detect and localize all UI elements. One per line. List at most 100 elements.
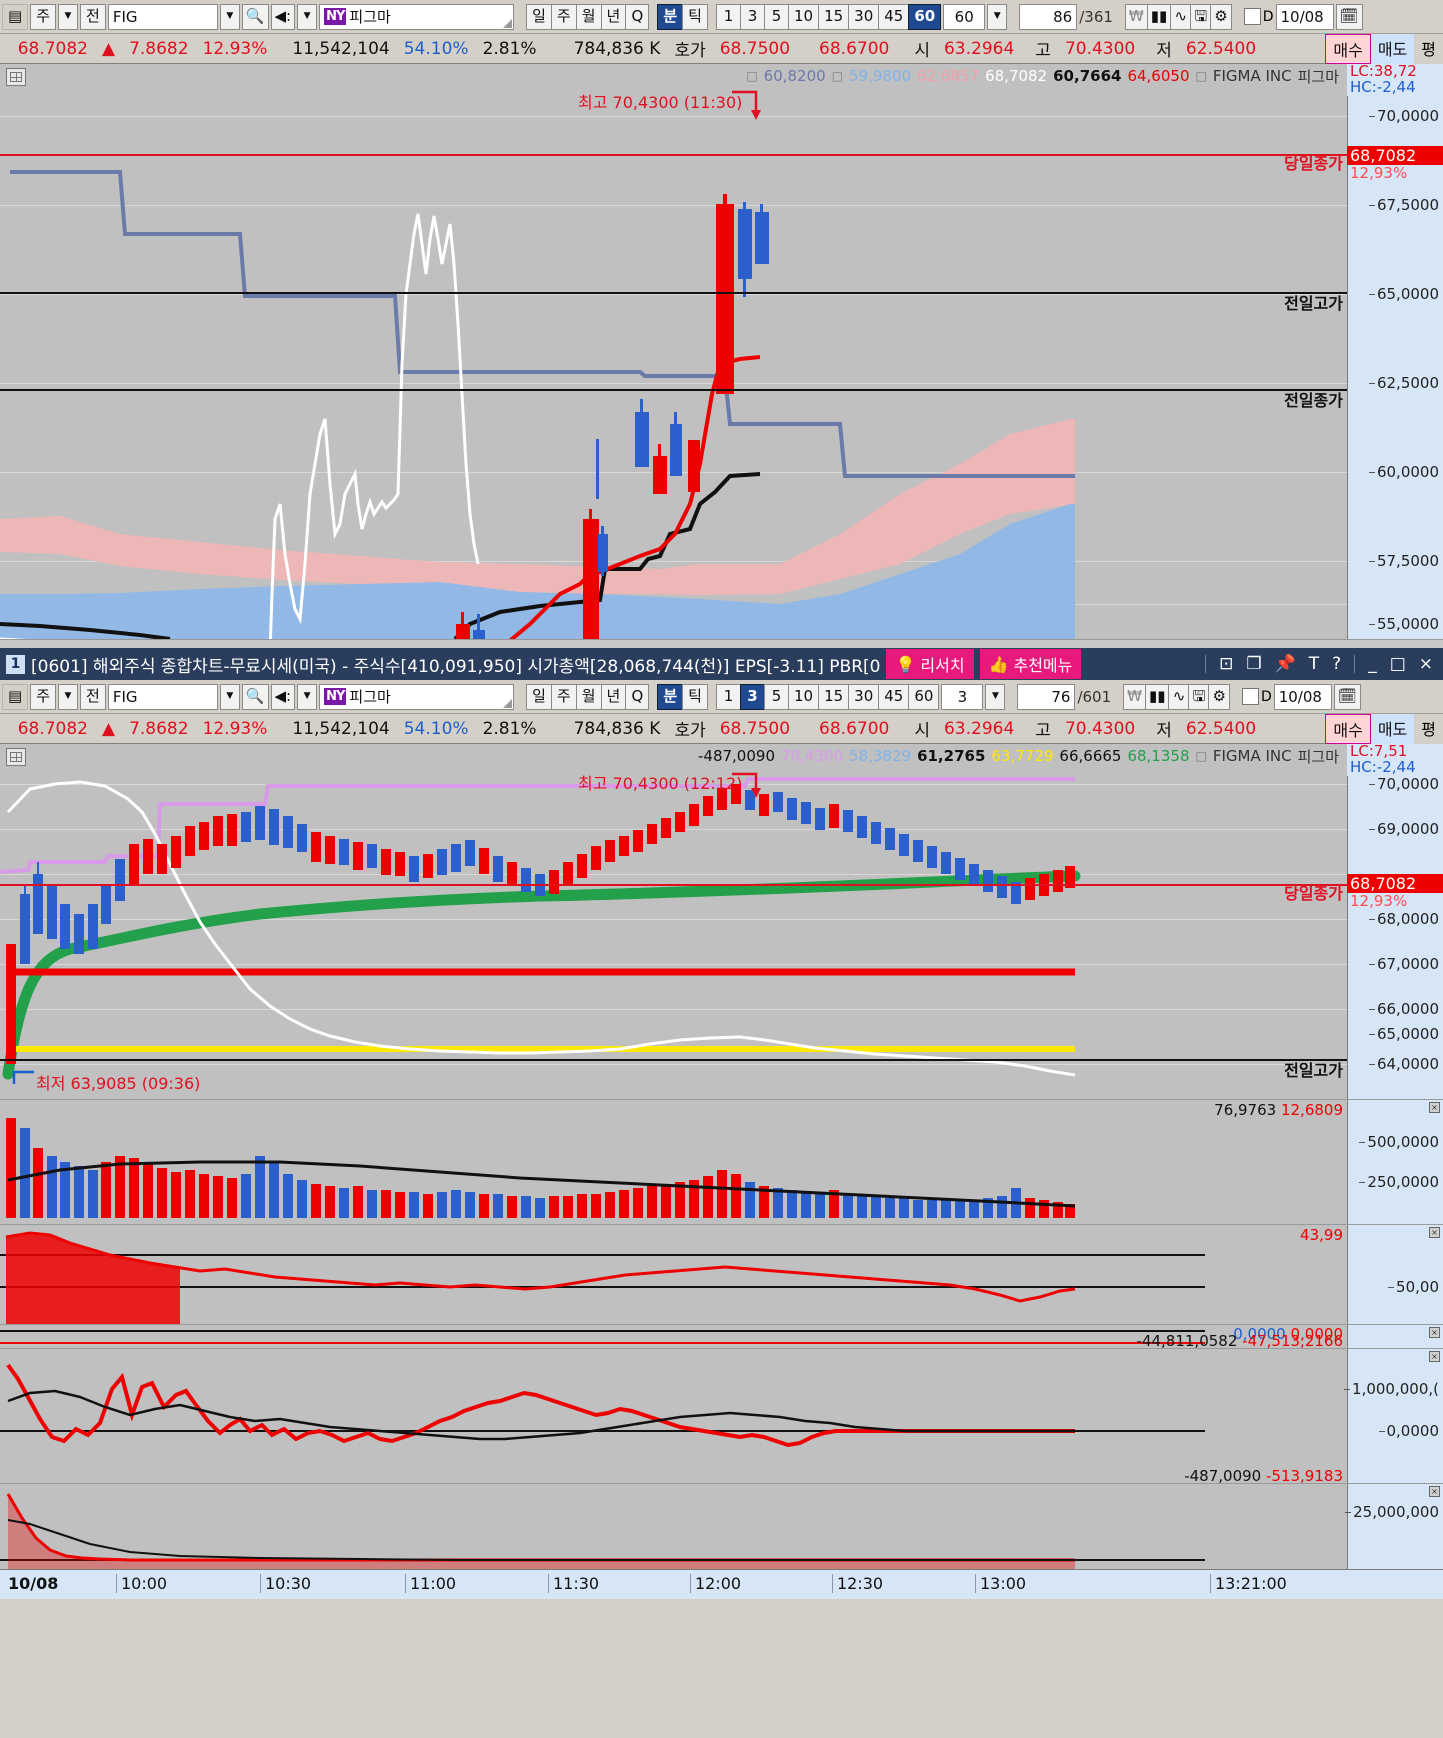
chart-grid-toggle-bottom[interactable] [6,748,26,766]
period-tick-2[interactable]: 틱 [682,683,708,710]
sell-button[interactable]: 매도 [1370,33,1415,64]
gear-icon-2[interactable]: ⚙ [1208,683,1230,710]
bar-count-input[interactable]: 86 [1019,3,1078,30]
won-icon-2[interactable]: ₩ [1123,683,1145,710]
interval-10[interactable]: 10 [787,3,819,30]
market-dropdown-icon-2[interactable]: ▼ [58,683,78,710]
period-quarter-2[interactable]: Q [625,683,650,710]
pin-icon[interactable]: 📌 [1274,654,1296,674]
rsi-close-icon[interactable]: × [1429,1227,1440,1238]
subpanel-obv[interactable]: -487,0090 -513,9183 × 25,000,000 [0,1467,1443,1570]
candle-icon-2[interactable]: ▮▮ [1144,683,1169,710]
obv-close-icon[interactable]: × [1429,1486,1440,1497]
gear-icon[interactable]: ⚙ [1210,3,1232,30]
interval-60[interactable]: 60 [908,3,942,30]
code-input[interactable]: FIG [107,3,218,30]
flat-button[interactable]: 평 [1414,33,1443,64]
research-button[interactable]: 💡 리서치 [886,649,974,679]
hscrollbar-top[interactable] [0,639,1443,648]
volume-close-icon[interactable]: × [1429,1102,1440,1113]
chart-top[interactable]: 당일종가 전일고가 전일종가 최고 70,4300 (11:30) □ 60,82… [0,64,1443,639]
flat-button-2[interactable]: 평 [1414,713,1443,744]
interval-30-2[interactable]: 30 [848,683,879,710]
subpanel-macd[interactable]: -44,811,0582 -47,513,2166 × 1,000,000,( … [0,1332,1443,1483]
interval-value-input-2[interactable]: 3 [941,683,984,710]
thin-close-icon[interactable]: × [1429,1327,1440,1338]
indicator-icon-2[interactable]: ∿ [1168,683,1189,710]
date-input-2[interactable]: 10/08 [1273,683,1332,710]
period-day[interactable]: 일 [526,3,551,30]
interval-1[interactable]: 1 [715,3,740,30]
interval-3-2[interactable]: 3 [739,683,764,710]
interval-45[interactable]: 45 [878,3,909,30]
chart-bottom-plot[interactable]: 당일종가 전일고가 최고 70,4300 (12:12) 최저 63,9085 … [0,744,1443,1099]
split-icon[interactable]: ⊡ [1219,654,1234,674]
panel-icon[interactable]: ▤ [2,3,29,30]
speaker-dropdown-icon[interactable]: ▼ [297,3,318,30]
subpanel-volume[interactable]: 76,9763 12,6809 × 500,0000 250,0000 [0,1099,1443,1224]
y-axis-bottom[interactable]: LC:7,51 HC:-2,44 70,0000 69,0000 68,0000… [1347,744,1443,1099]
period-minute-2[interactable]: 분 [657,683,683,710]
period-quarter[interactable]: Q [625,3,650,30]
search-icon[interactable]: 🔍 [241,3,269,30]
interval-5[interactable]: 5 [763,3,788,30]
chart-grid-toggle-top[interactable] [6,68,26,86]
cascade-icon[interactable]: ❐ [1246,654,1262,674]
d-checkbox-2[interactable] [1241,688,1259,705]
window-titlebar[interactable]: 1 [0601] 해외주식 종합차트-무료시세(미국) - 주식수[410,09… [0,648,1443,680]
interval-group-bottom[interactable]: 1 3 5 10 15 30 45 60 [715,683,940,710]
won-icon[interactable]: ₩ [1124,3,1147,30]
period-group[interactable]: 일 주 월 년 Q [526,3,650,30]
indicator-icon[interactable]: ∿ [1170,3,1191,30]
period-day-2[interactable]: 일 [526,683,551,710]
interval-10-2[interactable]: 10 [787,683,819,710]
minimize-button[interactable]: _ [1368,654,1377,674]
interval-value-input[interactable]: 60 [943,3,986,30]
interval-dropdown-icon-2[interactable]: ▼ [985,683,1006,710]
interval-15[interactable]: 15 [818,3,849,30]
chart-top-plot[interactable]: 당일종가 전일고가 전일종가 최고 70,4300 (11:30) □ 60,82… [0,64,1443,639]
market-dropdown-icon[interactable]: ▼ [58,3,78,30]
save-icon-2[interactable]: 🖫 [1188,683,1209,710]
period-week[interactable]: 주 [550,3,576,30]
date-input[interactable]: 10/08 [1275,3,1334,30]
calendar-icon[interactable]: 🗓 [1335,3,1363,30]
search-icon-2[interactable]: 🔍 [241,683,269,710]
text-icon[interactable]: T [1308,654,1320,674]
period-minute[interactable]: 분 [657,3,683,30]
candle-icon[interactable]: ▮▮ [1146,3,1171,30]
interval-45-2[interactable]: 45 [878,683,909,710]
interval-3[interactable]: 3 [739,3,764,30]
recommend-menu-button[interactable]: 👍 추천메뉴 [979,649,1082,679]
toolbar-top[interactable]: ▤ 주 ▼ 전 FIG ▼ 🔍 ◀: ▼ NY 피그마 일 주 월 년 Q 분 … [0,0,1443,34]
buy-button-2[interactable]: 매수 [1325,713,1371,744]
stock-name-input-2[interactable]: NY 피그마 [319,683,515,710]
save-icon[interactable]: 🖫 [1190,3,1211,30]
period-year-2[interactable]: 년 [600,683,626,710]
interval-dropdown-icon[interactable]: ▼ [987,3,1008,30]
time-axis[interactable]: 10/08 10:00 10:30 11:00 11:30 12:00 12:3… [0,1569,1443,1599]
code-input-2[interactable]: FIG [107,683,218,710]
period-year[interactable]: 년 [600,3,626,30]
period-month[interactable]: 월 [575,3,601,30]
interval-15-2[interactable]: 15 [818,683,849,710]
chart-bottom[interactable]: 당일종가 전일고가 최고 70,4300 (12:12) 최저 63,9085 … [0,744,1443,1099]
speaker-icon[interactable]: ◀: [270,3,296,30]
interval-group-top[interactable]: 1 3 5 10 15 30 45 60 [715,3,942,30]
speaker-dropdown-icon-2[interactable]: ▼ [297,683,318,710]
sell-button-2[interactable]: 매도 [1370,713,1415,744]
buy-button[interactable]: 매수 [1325,33,1371,64]
interval-30[interactable]: 30 [848,3,879,30]
close-button[interactable]: × [1418,654,1433,674]
calendar-icon-2[interactable]: 🗓 [1333,683,1361,710]
panel-icon-2[interactable]: ▤ [2,683,29,710]
stock-name-input[interactable]: NY 피그마 [319,3,515,30]
interval-1-2[interactable]: 1 [715,683,740,710]
period-month-2[interactable]: 월 [575,683,601,710]
period-group-2[interactable]: 일 주 월 년 Q [526,683,650,710]
interval-5-2[interactable]: 5 [763,683,788,710]
period-tick[interactable]: 틱 [682,3,708,30]
y-axis-top[interactable]: LC:38,72 HC:-2,44 70,0000 67,5000 65,000… [1347,64,1443,639]
macd-close-icon[interactable]: × [1429,1351,1440,1362]
speaker-icon-2[interactable]: ◀: [270,683,296,710]
